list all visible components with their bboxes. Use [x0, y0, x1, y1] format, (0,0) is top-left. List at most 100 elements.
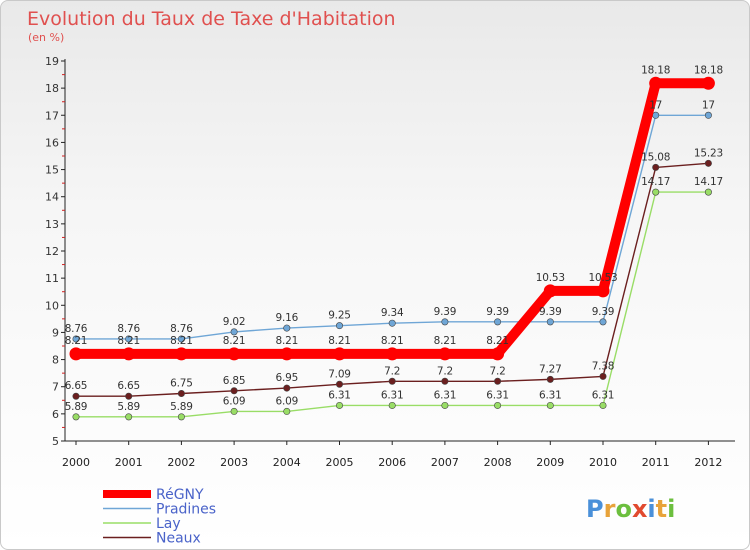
point-neaux	[546, 375, 554, 383]
data-label-lay: 5.89	[65, 401, 88, 413]
legend-label-neaux: Neaux	[156, 531, 201, 547]
point-lay	[652, 188, 660, 196]
point-regny	[385, 347, 399, 361]
data-label-regny: 10.53	[536, 272, 565, 284]
point-lay	[494, 401, 502, 409]
point-pradines	[177, 335, 185, 343]
data-label-lay: 14.17	[641, 176, 670, 188]
legend-label-lay: Lay	[156, 516, 181, 532]
proxiti-wordmark: Proxiti	[586, 495, 675, 523]
x-tick-label: 2012	[694, 456, 722, 469]
y-tick-label: 18	[45, 82, 59, 95]
data-label-neaux: 6.65	[117, 380, 140, 392]
x-tick-label: 2003	[220, 456, 248, 469]
logo-letter: i	[647, 495, 655, 523]
x-tick-label: 2011	[642, 456, 670, 469]
data-label-lay: 6.31	[539, 389, 562, 401]
point-lay	[283, 407, 291, 415]
y-tick-label: 19	[45, 55, 59, 68]
point-neaux	[283, 384, 291, 392]
point-lay	[546, 401, 554, 409]
data-label-lay: 6.31	[328, 389, 351, 401]
logo-letter: r	[604, 495, 616, 523]
x-tick-label: 2006	[378, 456, 406, 469]
point-pradines	[546, 318, 554, 326]
point-lay	[441, 401, 449, 409]
data-label-lay: 6.31	[381, 389, 404, 401]
point-lay	[230, 407, 238, 415]
data-label-pradines: 9.34	[381, 307, 404, 319]
data-label-layer: 6.65 6.65 6.75 6.85 6.95 7.09 7.2 7.2 7.2 7.27 7.3…	[65, 64, 723, 413]
data-label-lay: 6.09	[223, 395, 246, 407]
data-label-neaux: 15.08	[641, 151, 670, 163]
y-tick-label: 17	[45, 109, 59, 122]
data-label-regny: 8.21	[170, 335, 193, 347]
data-label-pradines: 17	[649, 99, 662, 111]
y-tick-label: 14	[45, 191, 59, 204]
point-pradines	[388, 319, 396, 327]
point-pradines	[230, 328, 238, 336]
data-label-regny: 8.21	[276, 335, 299, 347]
data-label-pradines: 9.39	[539, 306, 562, 318]
point-pradines	[72, 335, 80, 343]
data-label-regny: 18.18	[694, 64, 723, 76]
data-label-neaux: 7.2	[384, 365, 400, 377]
data-label-pradines: 8.76	[170, 323, 193, 335]
data-label-regny: 8.21	[434, 335, 457, 347]
data-label-pradines: 9.39	[592, 306, 615, 318]
data-label-neaux: 7.27	[539, 363, 562, 375]
point-neaux	[599, 372, 607, 380]
x-tick-label: 2002	[167, 456, 195, 469]
legend-label-pradines: Pradines	[156, 502, 216, 518]
y-tick-label: 5	[52, 435, 59, 448]
data-label-pradines: 8.76	[117, 323, 140, 335]
data-label-pradines: 9.39	[486, 306, 509, 318]
point-pradines	[494, 318, 502, 326]
y-tick-label: 8	[52, 354, 59, 367]
point-regny	[227, 347, 241, 361]
data-label-pradines: 9.39	[434, 306, 457, 318]
point-pradines	[125, 335, 133, 343]
data-label-pradines: 8.76	[65, 323, 88, 335]
logo-letter: P	[586, 495, 604, 523]
logo-letter: i	[667, 495, 675, 523]
data-label-neaux: 6.75	[170, 378, 193, 390]
data-label-neaux: 6.85	[223, 375, 246, 387]
point-neaux	[704, 159, 712, 167]
point-lay	[704, 188, 712, 196]
data-label-lay: 6.09	[276, 395, 299, 407]
point-lay	[72, 413, 80, 421]
data-label-regny: 18.18	[641, 64, 670, 76]
point-lay	[177, 413, 185, 421]
point-neaux	[441, 377, 449, 385]
data-label-lay: 5.89	[170, 401, 193, 413]
data-label-neaux: 6.65	[65, 380, 88, 392]
data-label-pradines: 17	[702, 99, 715, 111]
data-label-neaux: 7.38	[592, 360, 615, 372]
proxiti-logo: Proxiti	[586, 495, 675, 523]
point-neaux	[652, 163, 660, 171]
point-regny	[649, 76, 663, 90]
x-tick-label: 2008	[484, 456, 512, 469]
series-layer	[69, 76, 715, 421]
point-regny	[701, 76, 715, 90]
data-label-regny: 8.21	[65, 335, 88, 347]
point-neaux	[494, 377, 502, 385]
x-tick-label: 2004	[273, 456, 301, 469]
data-label-lay: 14.17	[694, 176, 723, 188]
point-lay	[599, 401, 607, 409]
point-neaux	[335, 380, 343, 388]
point-pradines	[704, 111, 712, 119]
point-pradines	[652, 111, 660, 119]
y-tick-label: 16	[45, 136, 59, 149]
data-label-regny: 8.21	[381, 335, 404, 347]
data-label-regny: 8.21	[117, 335, 140, 347]
data-label-neaux: 6.95	[276, 372, 299, 384]
y-tick-label: 12	[45, 245, 59, 258]
data-label-lay: 6.31	[592, 389, 615, 401]
point-neaux	[388, 377, 396, 385]
y-tick-label: 10	[45, 299, 59, 312]
point-lay	[125, 413, 133, 421]
